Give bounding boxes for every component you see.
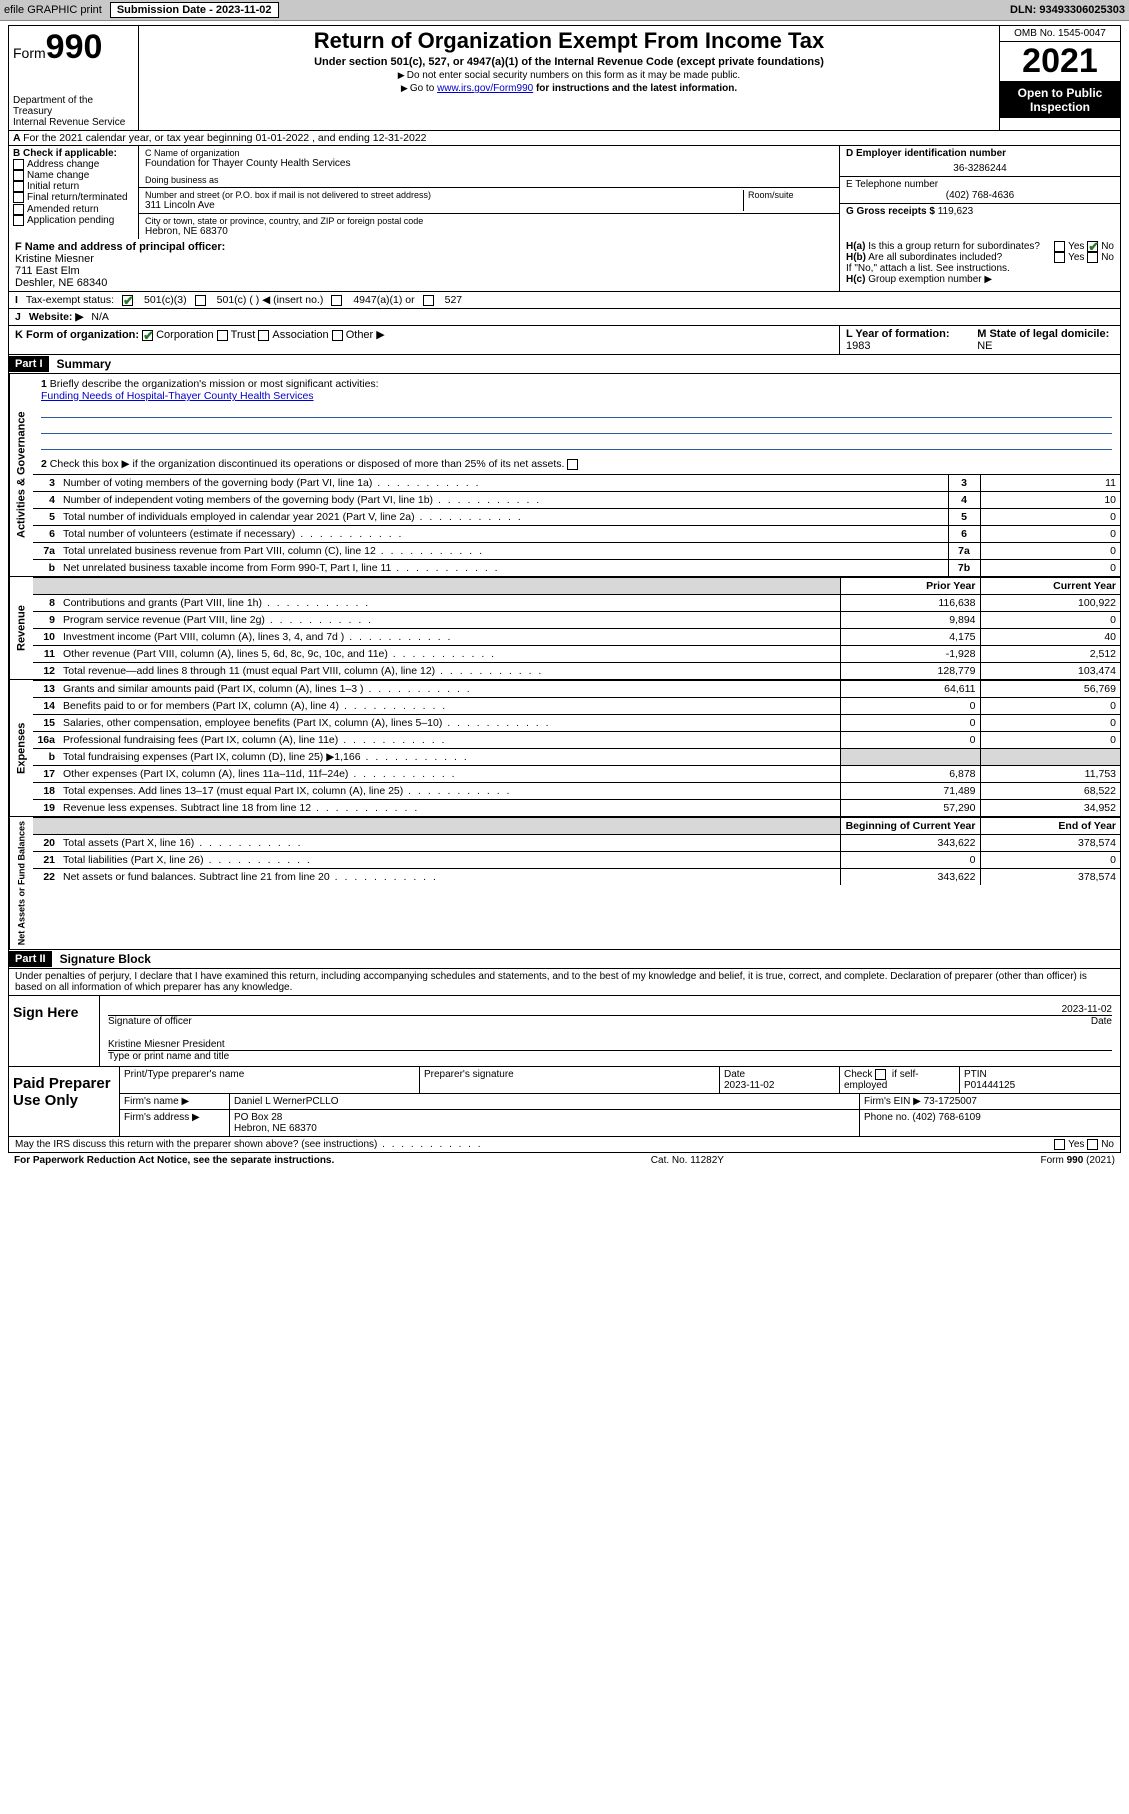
dept-treasury: Department of the Treasury	[13, 95, 134, 117]
form-number: Form990	[13, 28, 134, 67]
row-j: J Website: ▶ N/A	[8, 309, 1121, 326]
form-subtitle: Under section 501(c), 527, or 4947(a)(1)…	[145, 56, 993, 68]
chk-app-pending[interactable]	[13, 215, 24, 226]
paid-preparer-label: Paid Preparer Use Only	[9, 1067, 119, 1136]
chk-self-employed[interactable]	[875, 1069, 886, 1080]
chk-hb-no[interactable]	[1087, 252, 1098, 263]
part1-hdr: Part I	[9, 356, 49, 372]
form-header: Form990 Department of the Treasury Inter…	[8, 25, 1121, 131]
row-lm: L Year of formation: 1983 M State of leg…	[840, 326, 1120, 354]
part2-title: Signature Block	[52, 950, 159, 968]
vlabel-na: Net Assets or Fund Balances	[9, 817, 33, 949]
chk-corp[interactable]	[142, 330, 153, 341]
ein: 36-3286244	[846, 163, 1114, 174]
row-a: A For the 2021 calendar year, or tax yea…	[8, 131, 1121, 146]
rev-table: Prior YearCurrent Year 8Contributions an…	[33, 577, 1120, 679]
omb-number: OMB No. 1545-0047	[1000, 26, 1120, 42]
chk-4947[interactable]	[331, 295, 342, 306]
tax-year: 2021	[1000, 42, 1120, 82]
chk-501c3[interactable]	[122, 295, 133, 306]
exp-table: 13Grants and similar amounts paid (Part …	[33, 680, 1120, 816]
chk-other[interactable]	[332, 330, 343, 341]
toolbar: efile GRAPHIC print Submission Date - 20…	[0, 0, 1129, 21]
section-c: C Name of organization Foundation for Th…	[139, 146, 840, 239]
part1-title: Summary	[49, 355, 120, 373]
street: 311 Lincoln Ave	[145, 200, 743, 211]
mission-block: 1 Briefly describe the organization's mi…	[33, 374, 1120, 474]
na-table: Beginning of Current YearEnd of Year 20T…	[33, 817, 1120, 885]
chk-name-change[interactable]	[13, 170, 24, 181]
mission-text[interactable]: Funding Needs of Hospital-Thayer County …	[41, 390, 314, 402]
gov-table: 3Number of voting members of the governi…	[33, 474, 1120, 576]
open-inspection: Open to Public Inspection	[1000, 82, 1120, 118]
chk-ha-no[interactable]	[1087, 241, 1098, 252]
section-h: H(a) Is this a group return for subordin…	[840, 239, 1120, 291]
efile-label: efile GRAPHIC print	[4, 4, 102, 16]
chk-amended[interactable]	[13, 204, 24, 215]
chk-final-return[interactable]	[13, 192, 24, 203]
city-state-zip: Hebron, NE 68370	[145, 226, 833, 237]
dln: DLN: 93493306025303	[1010, 4, 1125, 16]
ssn-note: Do not enter social security numbers on …	[145, 70, 993, 81]
chk-address-change[interactable]	[13, 159, 24, 170]
vlabel-rev: Revenue	[9, 577, 33, 679]
irs-link[interactable]: www.irs.gov/Form990	[437, 83, 533, 94]
org-name: Foundation for Thayer County Health Serv…	[145, 158, 833, 169]
chk-ha-yes[interactable]	[1054, 241, 1065, 252]
sign-here: Sign Here	[9, 995, 99, 1066]
firm-name: Daniel L WernerPCLLO	[230, 1094, 860, 1109]
chk-discontinued[interactable]	[567, 459, 578, 470]
section-b: B Check if applicable: Address change Na…	[9, 146, 139, 239]
chk-assoc[interactable]	[258, 330, 269, 341]
goto-note: Go to www.irs.gov/Form990 for instructio…	[145, 83, 993, 94]
chk-hb-yes[interactable]	[1054, 252, 1065, 263]
part2-hdr: Part II	[9, 951, 52, 967]
chk-527[interactable]	[423, 295, 434, 306]
phone: (402) 768-4636	[846, 190, 1114, 201]
vlabel-exp: Expenses	[9, 680, 33, 816]
row-k: K Form of organization: Corporation Trus…	[9, 326, 840, 354]
chk-trust[interactable]	[217, 330, 228, 341]
sig-intro: Under penalties of perjury, I declare th…	[9, 969, 1120, 995]
form-title: Return of Organization Exempt From Incom…	[145, 28, 993, 54]
discuss-row: May the IRS discuss this return with the…	[8, 1137, 1121, 1153]
submission-date-btn[interactable]: Submission Date - 2023-11-02	[110, 2, 279, 18]
row-i: I Tax-exempt status: 501(c)(3) 501(c) ( …	[8, 292, 1121, 309]
page-footer: For Paperwork Reduction Act Notice, see …	[8, 1153, 1121, 1168]
section-deg: D Employer identification number 36-3286…	[840, 146, 1120, 239]
vlabel-gov: Activities & Governance	[9, 374, 33, 576]
chk-501c[interactable]	[195, 295, 206, 306]
chk-discuss-no[interactable]	[1087, 1139, 1098, 1150]
section-f: F Name and address of principal officer:…	[9, 239, 840, 291]
gross-receipts: 119,623	[938, 206, 973, 217]
chk-discuss-yes[interactable]	[1054, 1139, 1065, 1150]
irs-label: Internal Revenue Service	[13, 117, 134, 128]
chk-initial-return[interactable]	[13, 181, 24, 192]
